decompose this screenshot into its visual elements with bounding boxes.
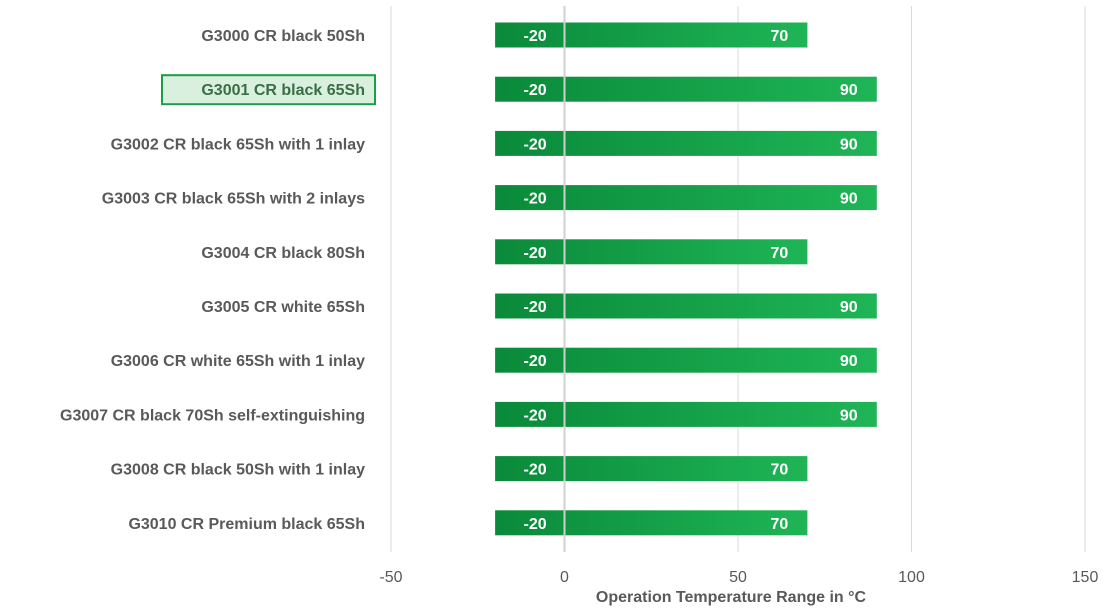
bar-group: -20 70 [495, 456, 808, 482]
category-labels: G3000 CR black 50Sh G3001 CR black 65Sh G3… [60, 28, 365, 533]
category-label[interactable]: G3006 CR white 65Sh with 1 inlay [111, 353, 365, 370]
range-bar[interactable] [495, 510, 808, 536]
bar-max-label: 90 [840, 353, 858, 370]
bar-group: -20 70 [495, 22, 808, 48]
bar-min-label: -20 [524, 82, 547, 99]
bar-min-label: -20 [524, 407, 547, 424]
bar-min-label: -20 [524, 136, 547, 153]
bar-group: -20 90 [495, 293, 877, 319]
bar-max-label: 70 [771, 28, 789, 45]
category-label[interactable]: G3008 CR black 50Sh with 1 inlay [111, 462, 365, 479]
bar-max-label: 70 [771, 245, 789, 262]
range-bar[interactable] [495, 22, 808, 48]
x-tick-label: 50 [729, 569, 747, 586]
bar-min-label: -20 [524, 191, 547, 208]
bar-max-label: 70 [771, 462, 789, 479]
bar-max-label: 90 [840, 136, 858, 153]
range-bar[interactable] [495, 401, 877, 427]
category-label[interactable]: G3007 CR black 70Sh self-extinguishing [60, 407, 365, 424]
bar-max-label: 90 [840, 299, 858, 316]
x-tick-label: 150 [1072, 569, 1099, 586]
category-label[interactable]: G3005 CR white 65Sh [201, 299, 365, 316]
category-selection-box [161, 74, 376, 106]
bar-group: -20 70 [495, 239, 808, 265]
bar-min-label: -20 [524, 28, 547, 45]
range-bar[interactable] [495, 239, 808, 265]
bar-group: -20 70 [495, 510, 808, 536]
range-bar[interactable] [495, 347, 877, 373]
x-axis-title: Operation Temperature Range in °C [596, 589, 867, 606]
bar-min-label: -20 [524, 462, 547, 479]
range-bar[interactable] [495, 456, 808, 482]
bar-min-label: -20 [524, 299, 547, 316]
bar-min-label: -20 [524, 245, 547, 262]
bar-max-label: 70 [771, 516, 789, 533]
range-bar[interactable] [495, 185, 877, 211]
x-tick-label: -50 [379, 569, 402, 586]
bar-group: -20 90 [495, 347, 877, 373]
selection-layer [161, 74, 376, 106]
bar-max-label: 90 [840, 407, 858, 424]
category-label[interactable]: G3002 CR black 65Sh with 1 inlay [111, 136, 365, 153]
category-label[interactable]: G3003 CR black 65Sh with 2 inlays [102, 191, 365, 208]
category-label[interactable]: G3000 CR black 50Sh [201, 28, 365, 45]
category-label[interactable]: G3001 CR black 65Sh [201, 82, 365, 99]
bar-min-label: -20 [524, 516, 547, 533]
bar-max-label: 90 [840, 82, 858, 99]
x-tick-label: 100 [898, 569, 925, 586]
category-label[interactable]: G3004 CR black 80Sh [201, 245, 365, 262]
category-label[interactable]: G3010 CR Premium black 65Sh [128, 516, 365, 533]
x-axis-tick-labels: -50 0 50 100 150 [379, 569, 1098, 586]
bar-group: -20 90 [495, 185, 877, 211]
range-bar[interactable] [495, 293, 877, 319]
bar-min-label: -20 [524, 353, 547, 370]
range-bar[interactable] [495, 130, 877, 156]
bar-group: -20 90 [495, 130, 877, 156]
bar-max-label: 90 [840, 191, 858, 208]
range-bar[interactable] [495, 76, 877, 102]
bar-group: -20 90 [495, 76, 877, 102]
bar-group: -20 90 [495, 401, 877, 427]
x-tick-label: 0 [560, 569, 569, 586]
bars: -20 70 -20 90 -20 90 -20 90 -20 70 -20 90 -20 90 -20 90… [495, 22, 877, 536]
